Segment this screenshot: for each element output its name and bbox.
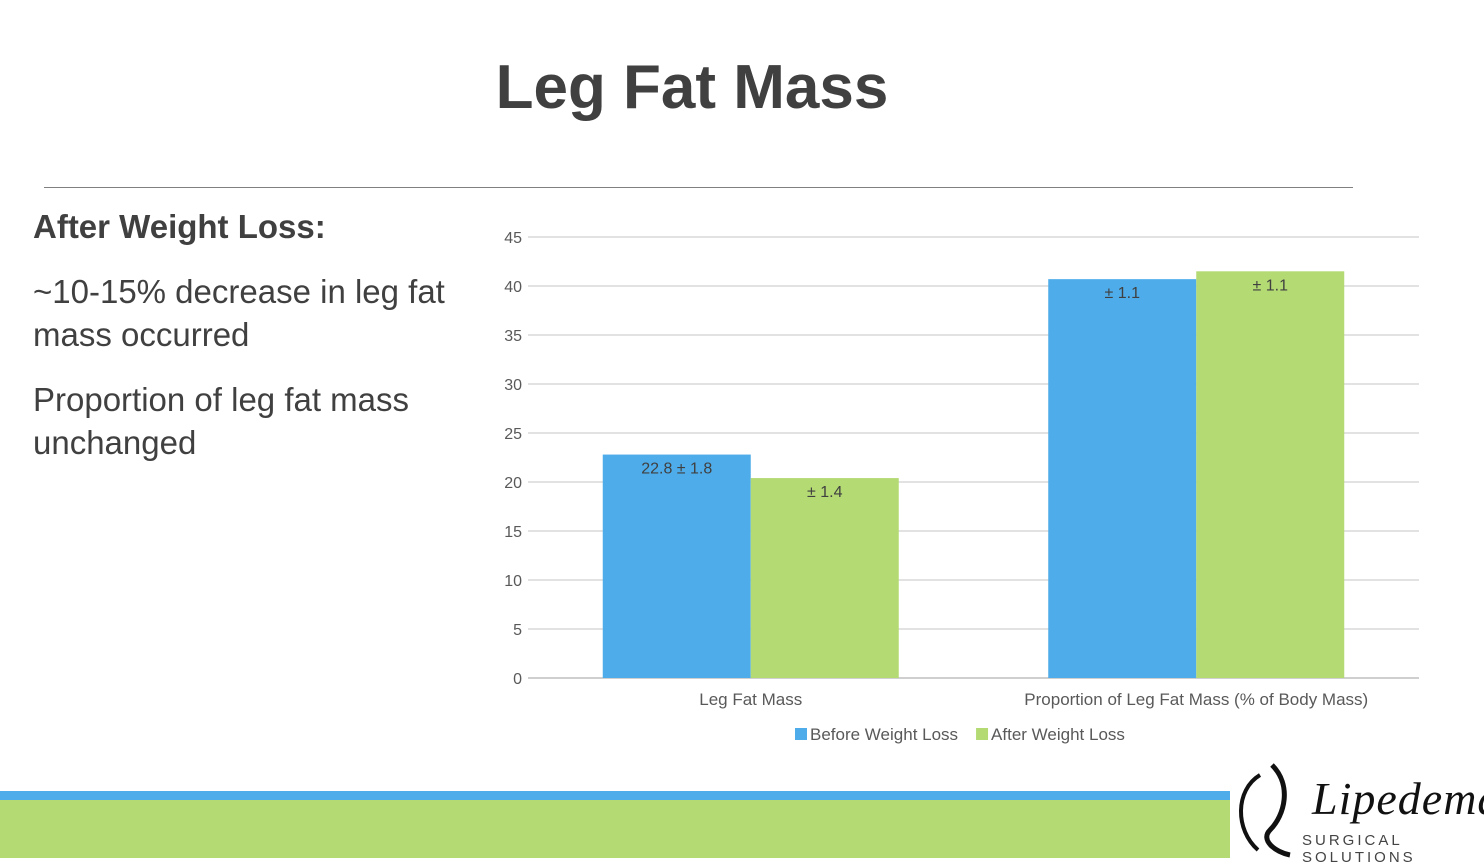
bar (1196, 271, 1345, 678)
bar-chart: 0 5 10 15 20 25 30 35 40 45 22.8 ± 1.8 ± 1.4 ± 1.1 ±… (504, 230, 1419, 744)
legend-label: After Weight Loss (991, 725, 1125, 744)
title-divider (44, 187, 1353, 188)
category-labels: Leg Fat Mass Proportion of Leg Fat Mass (… (699, 690, 1368, 709)
logo-swoosh-icon (1239, 763, 1291, 858)
slide-title: Leg Fat Mass (495, 53, 889, 122)
y-tick-label: 25 (504, 426, 522, 443)
legend-label: Before Weight Loss (810, 725, 958, 744)
y-tick-label: 15 (504, 524, 522, 541)
category-label: Leg Fat Mass (699, 690, 802, 709)
y-tick-label: 0 (513, 671, 522, 688)
y-tick-label: 45 (504, 230, 522, 247)
legend-swatch (795, 728, 807, 740)
bullet-list: After Weight Loss: ~10-15% decrease in l… (33, 208, 503, 486)
legend-swatch (976, 728, 989, 740)
footer-blue-stripe (0, 791, 1484, 800)
y-tick-label: 5 (513, 622, 522, 639)
y-tick-label: 10 (504, 573, 522, 590)
data-label: ± 1.4 (807, 484, 843, 501)
bar (602, 454, 751, 678)
y-tick-label: 35 (504, 328, 522, 345)
lipedema-logo: Lipedema SURGICAL SOLUTIONS (1230, 760, 1484, 866)
bullets-heading: After Weight Loss: (33, 208, 326, 245)
data-label: 22.8 ± 1.8 (641, 461, 712, 478)
bar (750, 478, 899, 678)
data-labels: 22.8 ± 1.8 ± 1.4 ± 1.1 ± 1.1 (641, 277, 1288, 501)
bullet-item-decrease: ~10-15% decrease in leg fat mass occurre… (33, 273, 445, 353)
data-label: ± 1.1 (1105, 285, 1141, 302)
y-tick-label: 30 (504, 377, 522, 394)
bullet-item-proportion: Proportion of leg fat mass unchanged (33, 381, 410, 461)
y-axis-ticks: 0 5 10 15 20 25 30 35 40 45 (504, 230, 522, 688)
category-label: Proportion of Leg Fat Mass (% of Body Ma… (1024, 690, 1368, 709)
logo-wordmark: Lipedema (1312, 773, 1484, 824)
logo-subtitle: SURGICAL SOLUTIONS (1302, 832, 1416, 866)
y-tick-label: 40 (504, 279, 522, 296)
bars (602, 271, 1345, 678)
y-tick-label: 20 (504, 475, 522, 492)
legend: Before Weight Loss After Weight Loss (795, 725, 1125, 744)
data-label: ± 1.1 (1253, 277, 1289, 294)
bar (1048, 279, 1197, 678)
